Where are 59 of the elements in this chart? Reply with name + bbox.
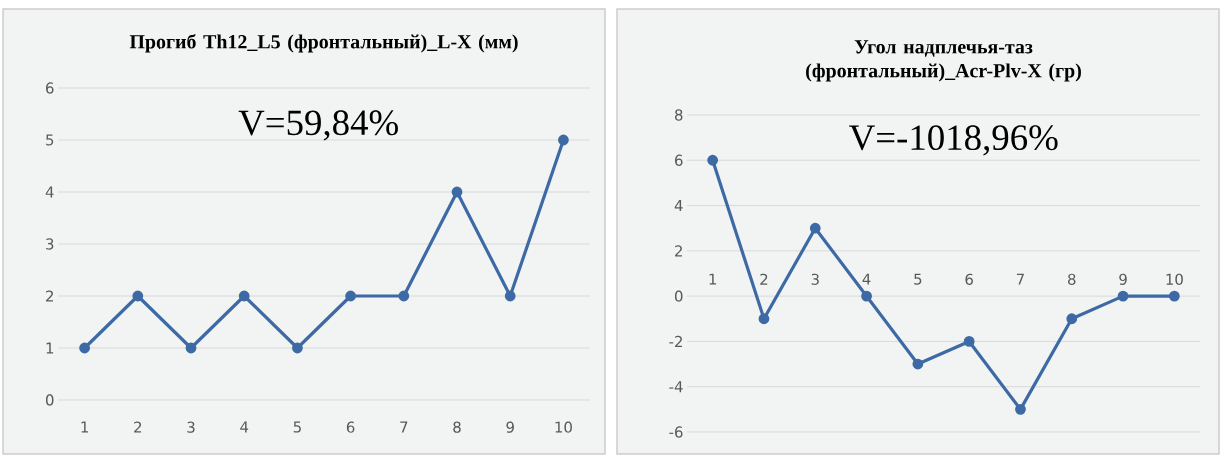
x-tick-label: 7 (1016, 273, 1024, 285)
x-tick-label: 9 (506, 421, 514, 433)
annotation: V=59,84% (238, 110, 398, 141)
x-tick-label: 8 (453, 421, 461, 433)
x-tick-label: 10 (1166, 273, 1183, 285)
y-tick-label: 5 (46, 134, 54, 146)
x-tick-label: 7 (400, 421, 408, 433)
y-tick-label: 0 (45, 394, 54, 406)
point (963, 336, 975, 347)
y-tick-label: 0 (674, 290, 683, 302)
y-tick-label: 6 (675, 154, 683, 166)
y-tick-label: -2 (669, 335, 682, 347)
y-tick-label: -4 (669, 381, 683, 393)
chart-title: Угол надплечья-таз (фронтальный)_Acr-Plv-X (гр) (806, 40, 1081, 82)
point (861, 290, 872, 302)
x-tick-label: 2 (134, 421, 142, 433)
x-tick-label: 6 (965, 273, 973, 285)
y-tick-label: 2 (46, 290, 53, 302)
annotation: V=-1018,96% (849, 125, 1058, 156)
y-tick-label: 4 (674, 200, 683, 211)
point (809, 222, 821, 234)
x-tick-label: 1 (709, 273, 717, 285)
y-tick-label: 1 (46, 342, 54, 354)
point (558, 134, 569, 146)
x-tick-label: 10 (555, 421, 572, 433)
point (451, 186, 463, 198)
point (758, 313, 770, 325)
y-tick-label: 4 (45, 186, 54, 198)
x-tick-label: 3 (187, 421, 195, 433)
point (707, 154, 719, 166)
x-tick-label: 1 (81, 421, 88, 433)
y-tick-label: 2 (675, 245, 682, 257)
point (1066, 313, 1078, 325)
x-tick-label: 5 (293, 421, 301, 433)
point (912, 358, 924, 370)
point (238, 290, 250, 302)
point (1015, 403, 1026, 415)
y-tick-label: -6 (669, 426, 683, 438)
x-tick-label: 4 (240, 421, 249, 433)
point (504, 290, 516, 302)
x-tick-label: 2 (760, 273, 768, 285)
point (132, 290, 144, 302)
y-tick-label: 8 (675, 109, 683, 121)
x-tick-label: 8 (1068, 273, 1076, 285)
point (292, 342, 303, 354)
point (1117, 290, 1129, 302)
x-tick-label: 9 (1119, 273, 1127, 285)
point (1168, 290, 1180, 302)
point (79, 342, 91, 354)
chart-title: Прогиб Th12_L5 (фронтальный)_L-X (мм) (129, 33, 518, 53)
x-tick-label: 5 (914, 273, 922, 285)
x-tick-label: 3 (811, 273, 819, 285)
point (398, 290, 410, 302)
x-tick-label: 6 (346, 421, 355, 433)
point (345, 290, 357, 302)
x-tick-label: 4 (862, 273, 871, 285)
point (185, 342, 197, 354)
y-tick-label: 6 (46, 82, 54, 94)
y-tick-label: 3 (46, 238, 54, 250)
